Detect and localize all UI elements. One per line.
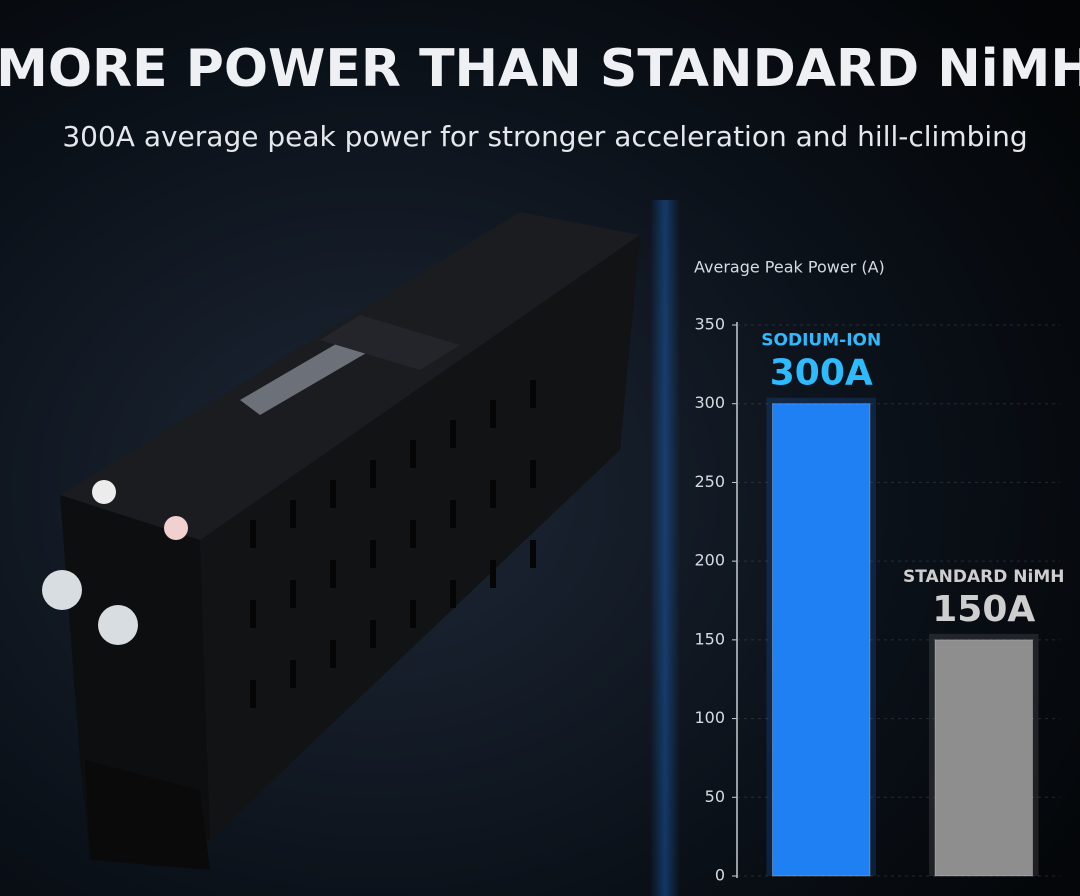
y-tick-label: 50 [705,787,725,806]
y-tick-label: 150 [694,629,725,648]
value-label: 150A [932,589,1035,630]
y-tick-label: 300 [694,393,725,412]
y-tick-label: 200 [694,551,725,570]
chart-title: MORE POWER THAN STANDARD NiMH [0,39,1080,99]
y-axis-title: Average Peak Power (A) [694,258,885,277]
y-tick-label: 100 [694,708,725,727]
value-label: 300A [770,353,873,394]
bar [772,403,871,877]
light-glow [650,200,680,896]
y-tick-label: 0 [715,866,725,885]
category-label: SODIUM-ION [761,331,881,351]
y-tick-label: 250 [694,472,725,491]
chart-subtitle: 300A average peak power for stronger acc… [62,120,1027,153]
bar [934,639,1033,877]
category-label: STANDARD NiMH [903,567,1065,587]
battery-illustration [42,212,640,870]
y-tick-label: 350 [694,315,725,334]
